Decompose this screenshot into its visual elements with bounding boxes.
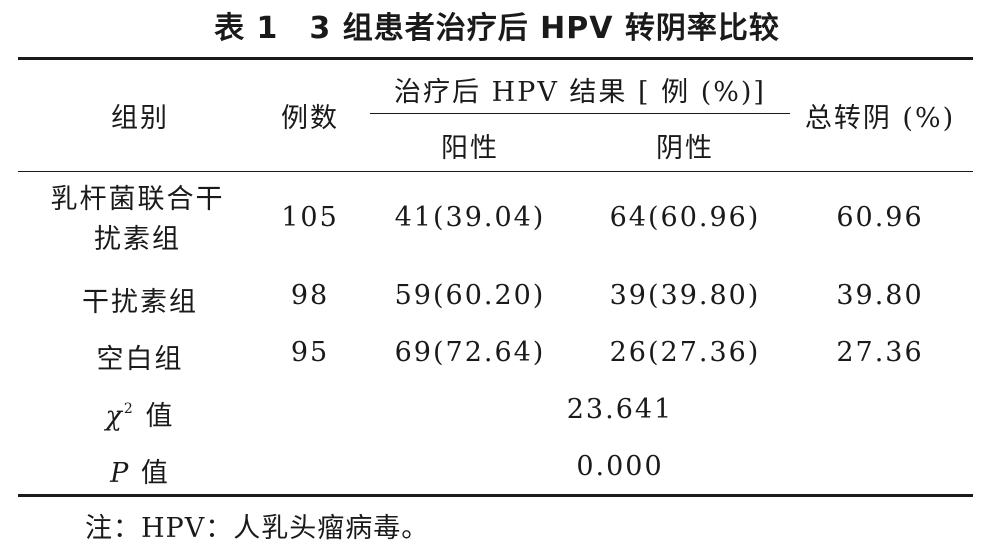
p-symbol: P	[110, 458, 131, 489]
header-positive: 阳性	[441, 133, 499, 164]
p-label: P 值	[40, 451, 240, 490]
top-rule	[18, 57, 973, 60]
header-negative: 阴性	[656, 133, 714, 164]
row-2-count: 98	[290, 280, 330, 311]
header-group: 组别	[111, 103, 169, 134]
header-result-group: 治疗后 HPV 结果 [ 例 (%)]	[394, 77, 766, 108]
header-total-negative: 总转阴 (%)	[804, 103, 956, 134]
row-3-negative: 26(27.36)	[609, 337, 761, 368]
header-bottom-rule	[18, 171, 973, 172]
row-2-group: 干扰素组	[82, 287, 198, 318]
chi-symbol: χ	[105, 401, 124, 432]
header-sub-rule	[370, 113, 790, 114]
row-2-negative: 39(39.80)	[609, 280, 761, 311]
row-3-count: 95	[290, 337, 330, 368]
row-2-positive: 59(60.20)	[394, 280, 546, 311]
chi-suffix: 值	[145, 401, 175, 432]
p-suffix: 值	[140, 458, 170, 489]
row-1-count: 105	[281, 202, 339, 233]
chi-square-label: χ2 值	[40, 394, 240, 433]
bottom-rule	[18, 494, 973, 497]
row-3-positive: 69(72.64)	[394, 337, 546, 368]
row-1-positive: 41(39.04)	[394, 202, 546, 233]
row-1-group: 乳杆菌联合干扰素组	[50, 184, 225, 255]
chi-superscript: 2	[123, 401, 135, 417]
row-2-total: 39.80	[836, 280, 924, 311]
chi-square-value: 23.641	[566, 394, 674, 425]
table-note: 注：HPV：人乳头瘤病毒。	[85, 513, 430, 544]
row-3-total: 27.36	[836, 337, 924, 368]
p-value: 0.000	[576, 451, 664, 482]
row-3-group: 空白组	[96, 344, 184, 375]
row-1-negative: 64(60.96)	[609, 202, 761, 233]
row-1-total: 60.96	[836, 202, 924, 233]
table-title: 表 1 3 组患者治疗后 HPV 转阴率比较	[214, 11, 780, 46]
header-count: 例数	[281, 103, 339, 134]
